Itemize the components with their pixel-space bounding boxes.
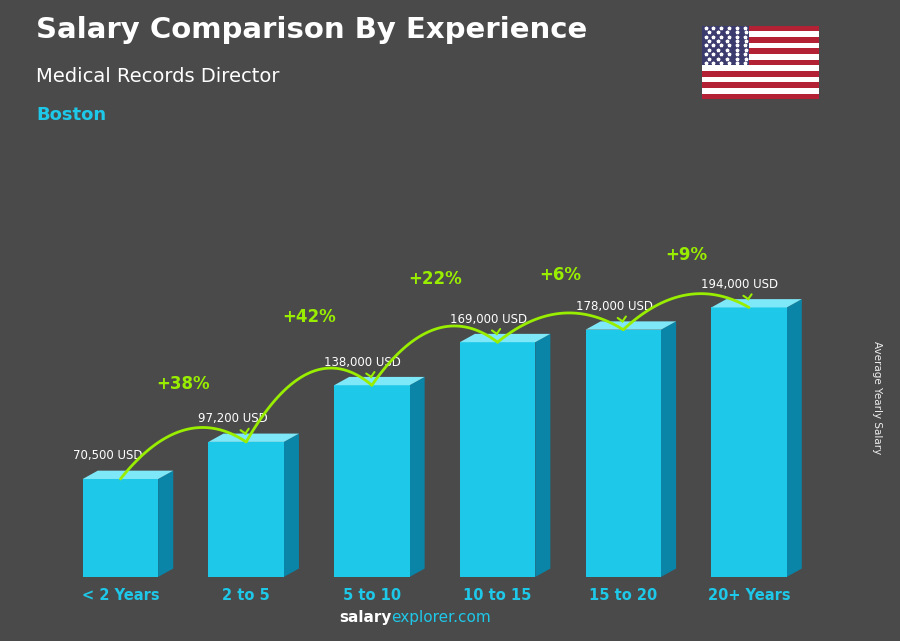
Bar xyxy=(711,308,787,577)
Text: Boston: Boston xyxy=(36,106,106,124)
Bar xyxy=(586,329,661,577)
Bar xyxy=(83,479,158,577)
Polygon shape xyxy=(460,334,551,342)
Text: salary: salary xyxy=(339,610,392,625)
Bar xyxy=(702,82,819,88)
Bar xyxy=(702,94,819,99)
Polygon shape xyxy=(661,321,676,577)
Text: +22%: +22% xyxy=(408,270,462,288)
Bar xyxy=(460,342,536,577)
Text: +9%: +9% xyxy=(665,246,707,264)
Text: 70,500 USD: 70,500 USD xyxy=(73,449,142,462)
Text: 138,000 USD: 138,000 USD xyxy=(324,356,401,369)
Bar xyxy=(702,43,819,48)
Text: 194,000 USD: 194,000 USD xyxy=(701,278,778,291)
Text: Medical Records Director: Medical Records Director xyxy=(36,67,280,87)
Polygon shape xyxy=(410,377,425,577)
Polygon shape xyxy=(711,299,802,308)
Text: 97,200 USD: 97,200 USD xyxy=(198,412,268,425)
Bar xyxy=(702,37,819,43)
Bar xyxy=(702,54,819,60)
Text: +6%: +6% xyxy=(539,266,581,284)
Text: explorer.com: explorer.com xyxy=(392,610,491,625)
Bar xyxy=(702,65,819,71)
Bar xyxy=(702,26,749,65)
Polygon shape xyxy=(334,377,425,385)
Bar xyxy=(702,88,819,94)
Text: 169,000 USD: 169,000 USD xyxy=(450,313,526,326)
Polygon shape xyxy=(209,433,299,442)
Text: 178,000 USD: 178,000 USD xyxy=(575,300,652,313)
Polygon shape xyxy=(586,321,676,329)
Bar xyxy=(702,31,819,37)
Text: Salary Comparison By Experience: Salary Comparison By Experience xyxy=(36,16,587,44)
Text: +38%: +38% xyxy=(157,375,210,394)
Polygon shape xyxy=(158,470,173,577)
Bar xyxy=(702,71,819,77)
Bar xyxy=(334,385,410,577)
Bar xyxy=(702,48,819,54)
Polygon shape xyxy=(83,470,173,479)
Bar xyxy=(702,60,819,65)
Bar xyxy=(702,26,819,31)
Polygon shape xyxy=(787,299,802,577)
Polygon shape xyxy=(536,334,551,577)
Bar xyxy=(702,77,819,82)
Text: +42%: +42% xyxy=(282,308,336,326)
Bar xyxy=(209,442,284,577)
Text: Average Yearly Salary: Average Yearly Salary xyxy=(872,341,883,454)
Polygon shape xyxy=(284,433,299,577)
